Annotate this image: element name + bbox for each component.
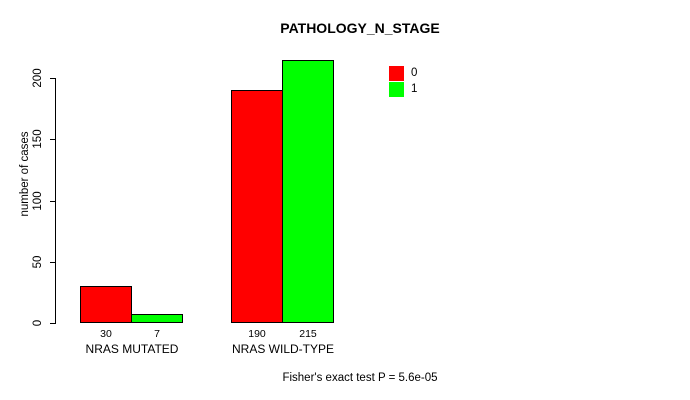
legend-label-1: 1 bbox=[411, 83, 418, 95]
bar-value-label: 7 bbox=[154, 328, 160, 340]
y-tick-label: 200 bbox=[32, 68, 44, 88]
y-tick-label: 50 bbox=[32, 255, 44, 269]
y-tick bbox=[50, 262, 55, 263]
y-axis-label: number of cases bbox=[19, 131, 31, 217]
bar-nras-mutated-0 bbox=[80, 286, 132, 323]
bar-nras-mutated-1 bbox=[131, 314, 183, 323]
legend-item-1: 1 bbox=[389, 82, 417, 97]
legend-label-0: 0 bbox=[411, 67, 418, 79]
category-label: NRAS MUTATED bbox=[85, 342, 179, 356]
bar-value-label: 215 bbox=[299, 328, 317, 340]
legend-swatch-red bbox=[389, 66, 404, 81]
annotation-text: Fisher's exact test P = 5.6e-05 bbox=[282, 372, 438, 384]
bar-nras-wild-type-0 bbox=[231, 90, 283, 323]
y-tick bbox=[50, 323, 55, 324]
bar-nras-wild-type-1 bbox=[282, 60, 334, 323]
chart-title: PATHOLOGY_N_STAGE bbox=[280, 20, 440, 36]
y-tick bbox=[50, 201, 55, 202]
y-tick-label: 150 bbox=[32, 129, 44, 149]
y-tick-label: 0 bbox=[32, 319, 44, 327]
legend: 0 1 bbox=[389, 66, 417, 97]
y-axis-line bbox=[55, 78, 56, 324]
bar-value-label: 190 bbox=[248, 328, 266, 340]
y-tick bbox=[50, 78, 55, 79]
y-tick-label: 100 bbox=[32, 191, 44, 211]
bar-value-label: 30 bbox=[100, 328, 112, 340]
legend-item-0: 0 bbox=[389, 66, 417, 81]
y-tick bbox=[50, 139, 55, 140]
legend-swatch-green bbox=[389, 82, 404, 97]
category-label: NRAS WILD-TYPE bbox=[231, 342, 335, 356]
